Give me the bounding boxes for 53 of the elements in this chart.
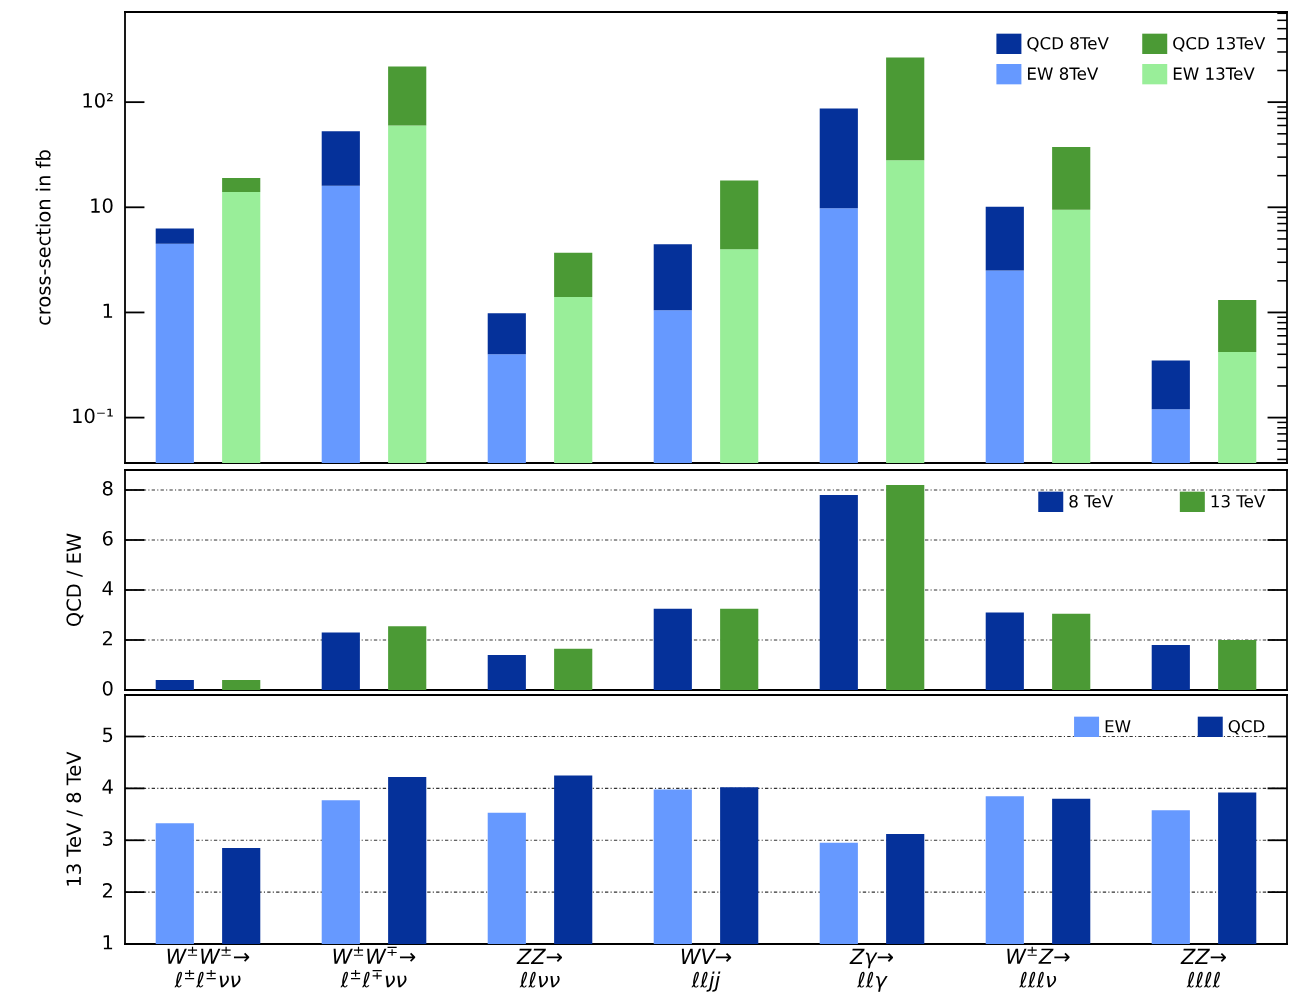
y-tick-label: 1 [103,303,113,318]
y-tick-label: 0 [102,680,113,696]
x-tick-label: W$^{±}$Z→ ℓℓℓν [1007,946,1070,988]
category-label: W$^{±}$W$^{∓}$→ ℓ$^{±}$ℓ$^{∓}$νν [333,946,416,988]
x-tick-label: ZZ→ ℓℓνν [516,948,562,988]
legend-label: EW 8TeV [1028,67,1099,80]
y-tick-label: 2 [102,883,112,898]
y-tick-label: 2 [102,630,112,646]
legend-label: EW [1105,720,1131,733]
bar [886,485,925,690]
bar [653,608,692,690]
y-tick-label: 6 [102,530,113,546]
bar [720,608,759,690]
y-tick-label: 5 [103,727,113,743]
bar [155,680,194,690]
bar [819,495,858,690]
bar [222,177,261,192]
legend-label: QCD [1228,719,1265,735]
legend-label: 8 TeV [1069,494,1114,508]
x-tick-label: ZZ→ ℓℓℓℓ [1180,948,1226,988]
bar [321,131,360,186]
bar [720,180,759,250]
category-label: W$^{±}$W$^{±}$→ ℓ$^{±}$ℓ$^{±}$νν [167,946,250,988]
y-tick-label: 10⁻¹ [73,408,113,424]
bar [155,228,194,244]
x-tick-label: Zγ→ ℓℓγ [849,948,894,992]
y-tick-label: 8 [102,480,113,496]
legend-label: EW 13TeV [1173,67,1255,80]
bar [388,66,427,126]
y-axis-title: 13 TeV / 8 TeV [66,751,83,886]
bar [1151,645,1190,690]
bar [1052,613,1091,690]
y-axis-title: cross-section in fb [35,150,51,325]
bar [388,626,427,690]
bar [487,655,526,690]
y-tick-label: 4 [102,779,113,794]
bar [321,632,360,690]
legend-label: QCD 13TeV [1173,36,1266,52]
y-tick-label: 3 [103,831,113,846]
legend-label: QCD 8TeV [1027,36,1109,52]
x-tick-label: WV→ ℓℓjj [681,948,732,992]
bar [222,680,261,690]
y-axis-title: QCD / EW [66,533,84,627]
y-tick-label: 1 [103,935,113,950]
legend-label: 13 TeV [1211,494,1266,508]
y-tick-label: 10² [83,93,113,108]
bar [985,612,1024,690]
y-tick-label: 4 [102,581,113,596]
bar [1052,146,1091,210]
bar [1218,640,1257,690]
bar [554,648,593,690]
y-tick-label: 10 [91,198,113,213]
bar [554,252,593,298]
